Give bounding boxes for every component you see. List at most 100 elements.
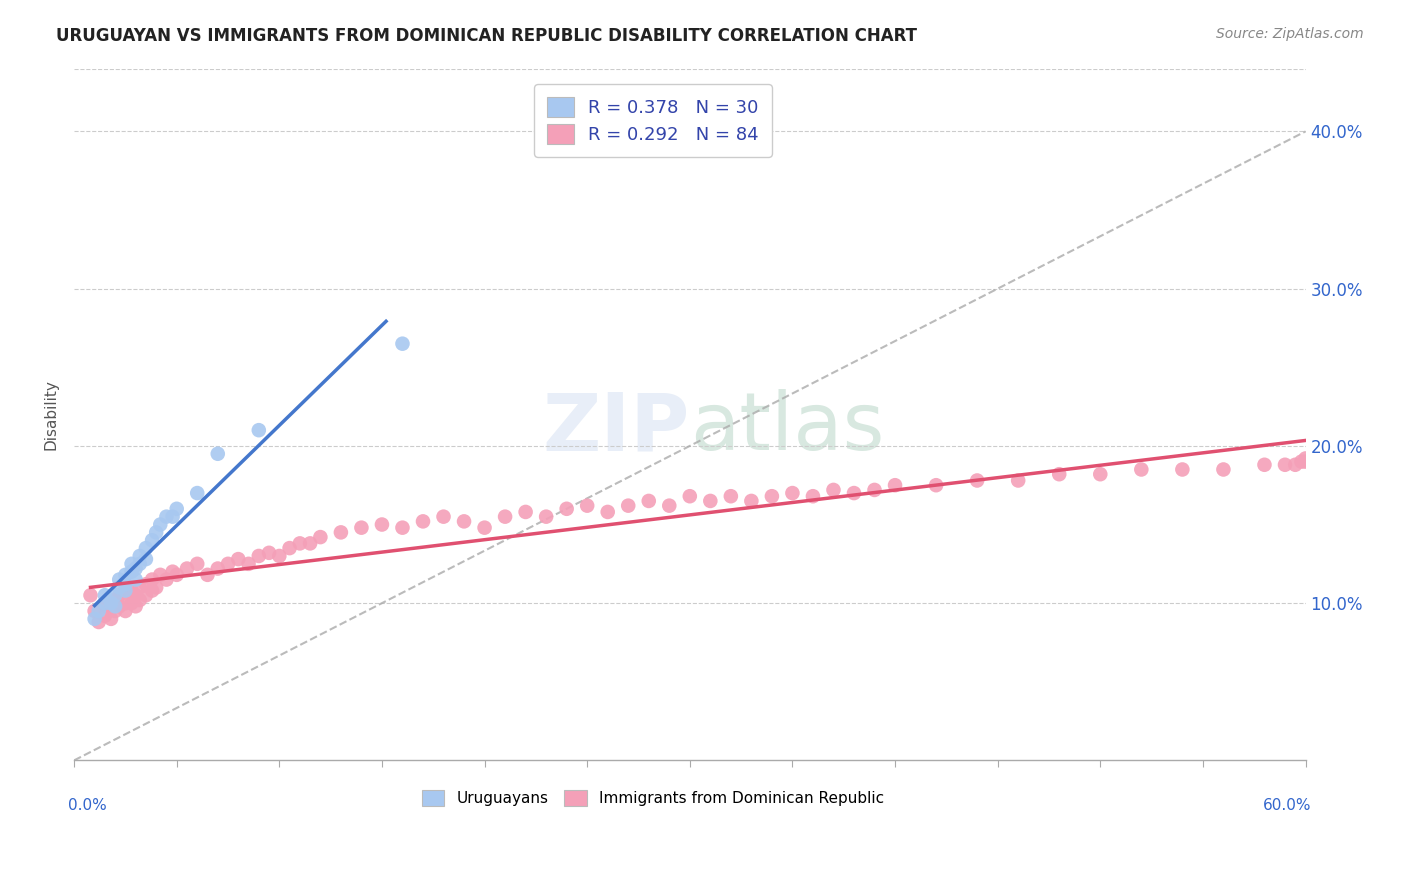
Point xyxy=(155,509,177,524)
Point xyxy=(1090,467,1112,482)
Point xyxy=(128,549,150,563)
Point xyxy=(278,541,301,555)
Point xyxy=(145,581,167,595)
Point xyxy=(226,552,249,566)
Point xyxy=(432,509,454,524)
Point xyxy=(453,515,475,529)
Text: URUGUAYAN VS IMMIGRANTS FROM DOMINICAN REPUBLIC DISABILITY CORRELATION CHART: URUGUAYAN VS IMMIGRANTS FROM DOMINICAN R… xyxy=(56,27,917,45)
Point xyxy=(186,486,208,500)
Point xyxy=(269,549,291,563)
Point xyxy=(135,588,157,602)
Point xyxy=(207,561,229,575)
Point xyxy=(87,615,110,629)
Y-axis label: Disability: Disability xyxy=(44,379,58,450)
Point xyxy=(155,573,177,587)
Point xyxy=(555,501,578,516)
Point xyxy=(114,583,136,598)
Point xyxy=(391,521,413,535)
Point xyxy=(679,489,702,503)
Point xyxy=(94,596,117,610)
Point xyxy=(87,604,110,618)
Point xyxy=(494,509,516,524)
Point xyxy=(207,447,229,461)
Point xyxy=(740,494,762,508)
Point xyxy=(257,546,280,560)
Text: 0.0%: 0.0% xyxy=(67,798,107,814)
Point xyxy=(238,557,260,571)
Point xyxy=(761,489,783,503)
Text: 60.0%: 60.0% xyxy=(1263,798,1312,814)
Point xyxy=(1291,455,1313,469)
Text: atlas: atlas xyxy=(690,389,884,467)
Point xyxy=(720,489,742,503)
Point xyxy=(108,599,131,614)
Point xyxy=(299,536,322,550)
Point xyxy=(128,557,150,571)
Point xyxy=(186,557,208,571)
Point xyxy=(104,588,127,602)
Point xyxy=(108,588,131,602)
Point xyxy=(114,596,136,610)
Point xyxy=(1284,458,1306,472)
Point xyxy=(104,599,127,614)
Text: ZIP: ZIP xyxy=(543,389,690,467)
Point xyxy=(124,588,146,602)
Point xyxy=(83,612,105,626)
Text: Source: ZipAtlas.com: Source: ZipAtlas.com xyxy=(1216,27,1364,41)
Point xyxy=(658,499,681,513)
Point xyxy=(1130,462,1153,476)
Point xyxy=(474,521,496,535)
Point xyxy=(842,486,865,500)
Point xyxy=(247,549,270,563)
Point xyxy=(1295,455,1317,469)
Point xyxy=(823,483,845,497)
Point xyxy=(637,494,659,508)
Point xyxy=(1171,462,1194,476)
Point xyxy=(121,565,143,579)
Point xyxy=(1007,474,1029,488)
Point xyxy=(1047,467,1070,482)
Point xyxy=(966,474,988,488)
Point xyxy=(166,567,188,582)
Point xyxy=(124,599,146,614)
Point xyxy=(176,561,198,575)
Point xyxy=(100,612,122,626)
Point xyxy=(596,505,619,519)
Point xyxy=(247,423,270,437)
Point xyxy=(197,567,219,582)
Point xyxy=(124,561,146,575)
Point xyxy=(108,573,131,587)
Point xyxy=(884,478,907,492)
Point xyxy=(162,509,184,524)
Point xyxy=(1295,451,1317,466)
Point xyxy=(145,525,167,540)
Point xyxy=(141,583,163,598)
Point xyxy=(135,577,157,591)
Point xyxy=(121,583,143,598)
Point xyxy=(1253,458,1275,472)
Point xyxy=(121,596,143,610)
Point xyxy=(141,573,163,587)
Point xyxy=(166,501,188,516)
Point xyxy=(391,336,413,351)
Point xyxy=(371,517,394,532)
Point xyxy=(114,577,136,591)
Point xyxy=(94,608,117,623)
Point xyxy=(149,567,172,582)
Point xyxy=(114,583,136,598)
Point xyxy=(121,557,143,571)
Point xyxy=(128,581,150,595)
Point xyxy=(925,478,948,492)
Point xyxy=(124,573,146,587)
Point xyxy=(534,509,557,524)
Point xyxy=(782,486,804,500)
Point xyxy=(350,521,373,535)
Point xyxy=(288,536,311,550)
Point xyxy=(128,593,150,607)
Point xyxy=(863,483,886,497)
Point xyxy=(1212,462,1234,476)
Point xyxy=(114,567,136,582)
Point xyxy=(104,593,127,607)
Point xyxy=(135,541,157,555)
Point xyxy=(149,517,172,532)
